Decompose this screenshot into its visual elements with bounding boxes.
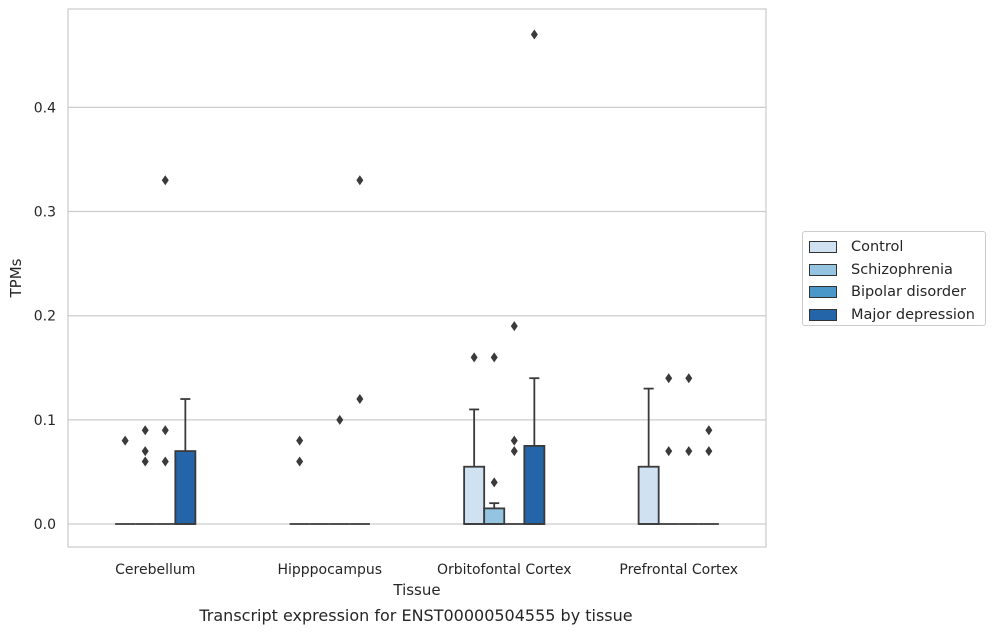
- grid-lines: [68, 106, 766, 525]
- plot-frame: [67, 8, 767, 548]
- legend-swatch: [809, 241, 837, 254]
- x-tick-label: Hipppocampus: [277, 562, 382, 578]
- box: [637, 465, 660, 525]
- box: [483, 507, 506, 525]
- outlier-point: [141, 446, 149, 457]
- legend-swatch: [809, 286, 837, 299]
- y-tick-label: 0.2: [34, 309, 56, 325]
- legend-label: Bipolar disorder: [851, 284, 966, 301]
- box-marks: [115, 29, 719, 525]
- legend-label: Control: [851, 239, 904, 256]
- chart-caption: Transcript expression for ENST0000050455…: [199, 606, 633, 625]
- outlier-point: [685, 373, 693, 384]
- legend-swatch: [809, 263, 837, 276]
- legend-item: Schizophrenia: [809, 259, 985, 282]
- x-axis-ticks: Cerebellum Hipppocampus Orbitofontal Corte…: [115, 562, 738, 578]
- legend-item: Control: [809, 236, 985, 259]
- legend-swatch: [809, 308, 837, 321]
- outlier-point: [296, 435, 304, 446]
- outlier-point: [530, 29, 538, 40]
- outlier-point: [705, 446, 713, 457]
- x-axis-label: Tissue: [392, 581, 440, 599]
- box: [523, 444, 546, 525]
- x-tick-label: Prefrontal Cortex: [619, 562, 738, 578]
- x-tick-label: Cerebellum: [115, 562, 195, 578]
- outlier-point: [161, 175, 169, 186]
- outlier-point: [685, 446, 693, 457]
- outlier-point: [705, 425, 713, 436]
- legend-item: Bipolar disorder: [809, 281, 985, 304]
- outlier-point: [121, 435, 129, 446]
- outlier-point: [161, 456, 169, 467]
- y-axis-ticks: 0.0 0.1 0.2 0.3 0.4: [34, 100, 56, 533]
- box: [463, 465, 486, 525]
- outlier-point: [141, 425, 149, 436]
- legend-label: Major depression: [851, 306, 975, 323]
- x-tick-label: Orbitofontal Cortex: [437, 562, 572, 578]
- outlier-point: [665, 446, 673, 457]
- outlier-point: [510, 435, 518, 446]
- outlier-point: [161, 425, 169, 436]
- outlier-point: [296, 456, 304, 467]
- y-tick-label: 0.4: [34, 100, 56, 116]
- y-tick-label: 0.0: [34, 517, 56, 533]
- outlier-point: [510, 321, 518, 332]
- y-tick-label: 0.1: [34, 413, 56, 429]
- box: [174, 450, 197, 525]
- legend-label: Schizophrenia: [851, 261, 953, 278]
- legend-item: Major depression: [809, 304, 985, 327]
- outlier-point: [336, 414, 344, 425]
- outlier-point: [470, 352, 478, 363]
- legend: Control Schizophrenia Bipolar disorder Majo…: [802, 231, 986, 326]
- outlier-point: [490, 477, 498, 488]
- outlier-point: [490, 352, 498, 363]
- y-tick-label: 0.3: [34, 205, 56, 221]
- outlier-point: [510, 446, 518, 457]
- outlier-point: [356, 394, 364, 405]
- y-axis-label: TPMs: [7, 258, 25, 298]
- outlier-point: [141, 456, 149, 467]
- outlier-point: [356, 175, 364, 186]
- outlier-point: [665, 373, 673, 384]
